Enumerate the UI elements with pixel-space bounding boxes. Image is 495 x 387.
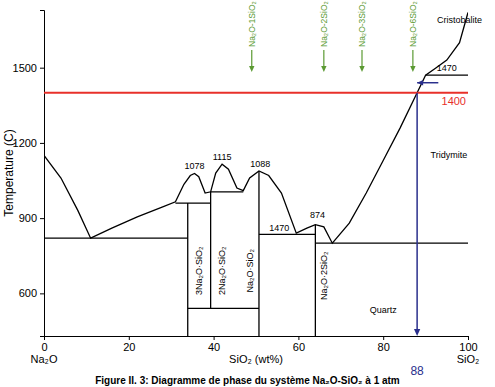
arrow-head — [417, 80, 423, 85]
x-axis: 0 20 40 60 80 100 — [41, 336, 477, 353]
chart-svg: 0 20 40 60 80 100 600 900 1200 1500 Temperature (C… — [0, 0, 495, 387]
tick-mark — [129, 336, 130, 340]
compound-label: Na₂O·SiO₂ — [245, 249, 255, 293]
tick: 100 — [459, 336, 477, 353]
chart-container: 0 20 40 60 80 100 600 900 1200 1500 Temperature (C… — [0, 0, 495, 387]
tick-mark — [40, 293, 44, 294]
annotation: 1470 — [269, 223, 289, 233]
tick-mark — [40, 143, 44, 144]
compound-label: 2Na₂O·SiO₂ — [217, 246, 227, 295]
reference-line-horizontal — [44, 92, 468, 94]
plot-area — [44, 13, 468, 336]
tick-mark — [214, 336, 215, 340]
tick: 0 — [41, 336, 47, 353]
annotation: Cristobalite — [437, 15, 482, 25]
tick-label: 600 — [19, 287, 37, 299]
x-axis-line — [45, 337, 469, 341]
composition-arrow — [251, 50, 252, 66]
reference-line-vertical — [416, 93, 418, 330]
x-end-label: SiO₂ — [457, 353, 480, 365]
annotation: Quartz — [370, 305, 398, 315]
tick-label: 1200 — [13, 137, 37, 149]
composition-label: Na₂O-2SiO₂ — [319, 1, 329, 47]
annotations: 1400 88 Na₂O-1SiO₂ Na₂O-2SiO₂ Na₂O-3SiO₂ Na₂O… — [185, 1, 483, 378]
tick-label: 40 — [208, 341, 220, 353]
tick: 40 — [208, 336, 220, 353]
composition-arrow — [412, 50, 413, 66]
y-axis-title: Temperature (C) — [2, 129, 16, 216]
arrow-head — [249, 66, 254, 72]
arrow-head — [414, 329, 420, 336]
x-end-label: Na₂O — [31, 353, 58, 365]
annotation: 874 — [310, 210, 325, 220]
phase-boundary — [175, 202, 210, 203]
annotation: 1470 — [437, 63, 457, 73]
tick: 80 — [378, 336, 390, 353]
annotation: 1115 — [213, 152, 232, 162]
tick-mark — [383, 336, 384, 340]
reference-label: 88 — [410, 364, 424, 378]
phase-boundary — [188, 308, 259, 309]
arrow-head — [359, 66, 364, 72]
composition-label: Na₂O-3SiO₂ — [357, 1, 367, 47]
phase-boundary — [315, 225, 316, 336]
tick-mark — [40, 68, 44, 69]
tick-label: 80 — [378, 341, 390, 353]
y-axis-line — [40, 11, 45, 337]
tick-mark — [40, 218, 44, 219]
compound-label: 3Na₂O·SiO₂ — [194, 246, 204, 295]
tick: 1200 — [13, 137, 44, 149]
phase-boundary — [187, 203, 188, 336]
tick: 20 — [123, 336, 135, 353]
tick-label: 900 — [19, 212, 37, 224]
phase-boundary — [44, 238, 188, 239]
tick: 1500 — [13, 62, 44, 74]
annotation: 1088 — [250, 159, 270, 169]
title: Figure II. 3: Diagramme de phase du syst… — [95, 375, 400, 386]
tick-label: 1500 — [13, 62, 37, 74]
phase-boundary — [315, 243, 468, 244]
tick-label: 0 — [41, 341, 47, 353]
composition-arrow — [323, 50, 324, 66]
tick: 600 — [19, 287, 44, 299]
tick-label: 20 — [123, 341, 135, 353]
arrow-head — [321, 66, 326, 72]
reference-label: 1400 — [442, 95, 466, 107]
phase-boundary — [259, 234, 315, 235]
phase-boundary — [210, 192, 211, 309]
phase-boundary — [258, 171, 259, 336]
tick-mark — [468, 336, 469, 340]
phase-boundary — [426, 75, 468, 76]
y-axis: 600 900 1200 1500 — [13, 11, 45, 337]
annotation: 1078 — [185, 161, 205, 171]
tick-label: 60 — [293, 341, 305, 353]
composition-label: Na₂O-6SiO₂ — [408, 1, 418, 47]
annotation: Tridymite — [431, 150, 468, 160]
tick: 60 — [293, 336, 305, 353]
compound-label: Na₂O·2SiO₂ — [319, 251, 329, 300]
tick: 900 — [19, 212, 44, 224]
composition-label: Na₂O-1SiO₂ — [247, 1, 257, 47]
x-axis-title: SiO₂ (wt%) — [229, 353, 283, 365]
phase-boundary — [211, 191, 244, 192]
arrow-head — [410, 66, 415, 72]
tick-label: 100 — [459, 341, 477, 353]
composition-arrow — [361, 50, 362, 66]
tick-mark — [298, 336, 299, 340]
